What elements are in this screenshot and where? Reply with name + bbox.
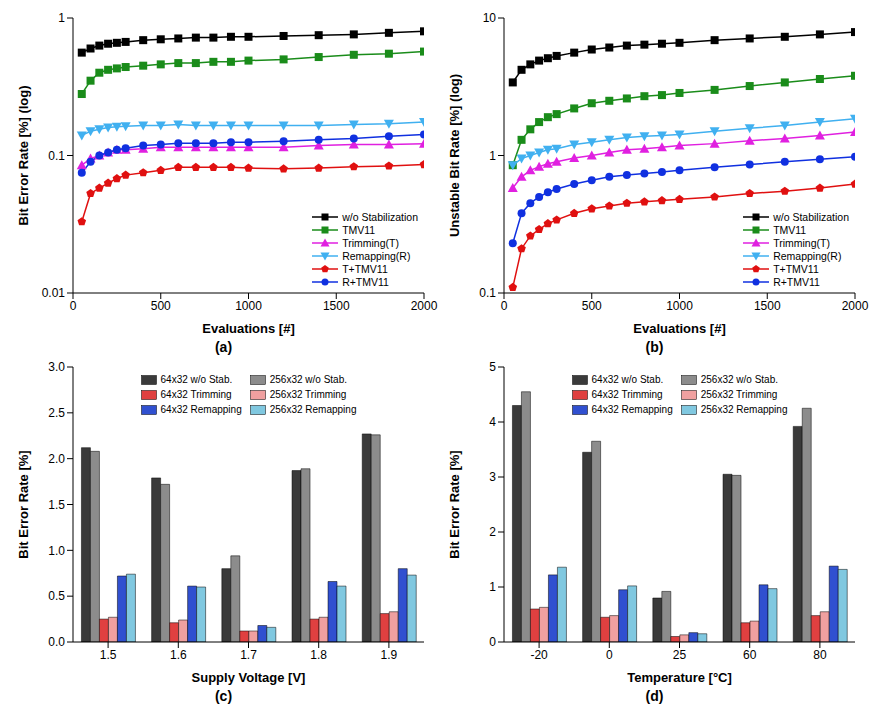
html-text:(d): (d): [645, 688, 664, 704]
html-text:Trimming(T): Trimming(T): [342, 236, 399, 249]
svg-text:4: 4: [489, 415, 496, 429]
html-text:64x32 Trimming: 64x32 Trimming: [160, 389, 232, 400]
html-text:256x32 Remapping: 256x32 Remapping: [269, 404, 357, 415]
svg-text:1: 1: [489, 580, 496, 594]
html-text:64x32 Remapping: 64x32 Remapping: [160, 404, 242, 415]
svg-text:3: 3: [489, 470, 496, 484]
html-text:64x32 w/o Stab.: 64x32 w/o Stab.: [591, 374, 664, 385]
html-text:w/o Stabilization: w/o Stabilization: [773, 210, 849, 223]
svg-text:Evaluations [#]: Evaluations [#]: [202, 321, 294, 336]
html-text:Remapping(R): Remapping(R): [773, 249, 842, 262]
html-text:256x32 w/o Stab.: 256x32 w/o Stab.: [700, 374, 778, 385]
svg-text:2.0: 2.0: [48, 452, 65, 466]
svg-text:-20: -20: [530, 648, 548, 662]
svg-text:1.5: 1.5: [48, 498, 65, 512]
svg-text:1.8: 1.8: [310, 648, 327, 662]
html-text:256x32 Trimming: 256x32 Trimming: [269, 389, 347, 400]
html-text:R+TMV11: R+TMV11: [342, 275, 389, 288]
svg-text:Bit Error Rate [%]: Bit Error Rate [%]: [447, 450, 462, 558]
html-text:w/o Stabilization: w/o Stabilization: [342, 210, 418, 223]
svg-text:2000: 2000: [842, 299, 869, 313]
svg-text:10: 10: [483, 11, 497, 25]
svg-text:0: 0: [489, 635, 496, 649]
svg-text:0: 0: [606, 648, 613, 662]
html-text:(c): (c): [214, 688, 233, 704]
svg-text:1500: 1500: [323, 299, 350, 313]
svg-text:500: 500: [151, 299, 171, 313]
html-text:Remapping(R): Remapping(R): [342, 249, 411, 262]
svg-text:0.1: 0.1: [48, 149, 65, 163]
svg-text:0: 0: [70, 299, 77, 313]
svg-text:60: 60: [743, 648, 757, 662]
svg-text:1.7: 1.7: [240, 648, 257, 662]
svg-text:1000: 1000: [666, 299, 693, 313]
svg-text:Temperature [°C]: Temperature [°C]: [627, 670, 732, 685]
svg-text:Bit Error Rate [%] (log): Bit Error Rate [%] (log): [16, 85, 31, 225]
html-text:256x32 Trimming: 256x32 Trimming: [700, 389, 778, 400]
svg-text:1.6: 1.6: [170, 648, 187, 662]
svg-text:500: 500: [582, 299, 602, 313]
html-text:(b): (b): [645, 339, 664, 355]
html-text:T+TMV11: T+TMV11: [342, 262, 388, 275]
svg-text:80: 80: [813, 648, 827, 662]
svg-text:2: 2: [489, 525, 496, 539]
html-text:TMV11: TMV11: [342, 223, 376, 236]
svg-text:0.01: 0.01: [42, 286, 66, 300]
svg-text:1.0: 1.0: [48, 544, 65, 558]
svg-text:Evaluations [#]: Evaluations [#]: [633, 321, 725, 336]
svg-text:25: 25: [673, 648, 687, 662]
svg-text:Supply Voltage [V]: Supply Voltage [V]: [192, 670, 306, 685]
html-text:64x32 Remapping: 64x32 Remapping: [591, 404, 673, 415]
svg-text:1.9: 1.9: [381, 648, 398, 662]
html-text:64x32 w/o Stab.: 64x32 w/o Stab.: [160, 374, 233, 385]
svg-text:1.5: 1.5: [100, 648, 117, 662]
svg-text:0: 0: [501, 299, 508, 313]
svg-text:Bit Error Rate [%]: Bit Error Rate [%]: [16, 450, 31, 558]
svg-text:1: 1: [58, 11, 65, 25]
html-text:Trimming(T): Trimming(T): [773, 236, 830, 249]
svg-text:1: 1: [489, 149, 496, 163]
svg-text:1500: 1500: [754, 299, 781, 313]
html-text:256x32 Remapping: 256x32 Remapping: [700, 404, 788, 415]
svg-text:2000: 2000: [411, 299, 438, 313]
html-text:T+TMV11: T+TMV11: [773, 262, 819, 275]
svg-text:Unstable Bit Rate [%] (log): Unstable Bit Rate [%] (log): [447, 74, 462, 237]
svg-text:0.1: 0.1: [479, 286, 496, 300]
html-text:R+TMV11: R+TMV11: [773, 275, 820, 288]
html-text:64x32 Trimming: 64x32 Trimming: [591, 389, 663, 400]
html-text:TMV11: TMV11: [773, 223, 807, 236]
svg-text:1000: 1000: [235, 299, 262, 313]
svg-text:3.0: 3.0: [48, 360, 65, 374]
svg-text:0.5: 0.5: [48, 589, 65, 603]
svg-text:2.5: 2.5: [48, 406, 65, 420]
svg-text:0.0: 0.0: [48, 635, 65, 649]
svg-text:5: 5: [489, 360, 496, 374]
html-text:256x32 w/o Stab.: 256x32 w/o Stab.: [269, 374, 347, 385]
html-text:(a): (a): [214, 339, 233, 355]
